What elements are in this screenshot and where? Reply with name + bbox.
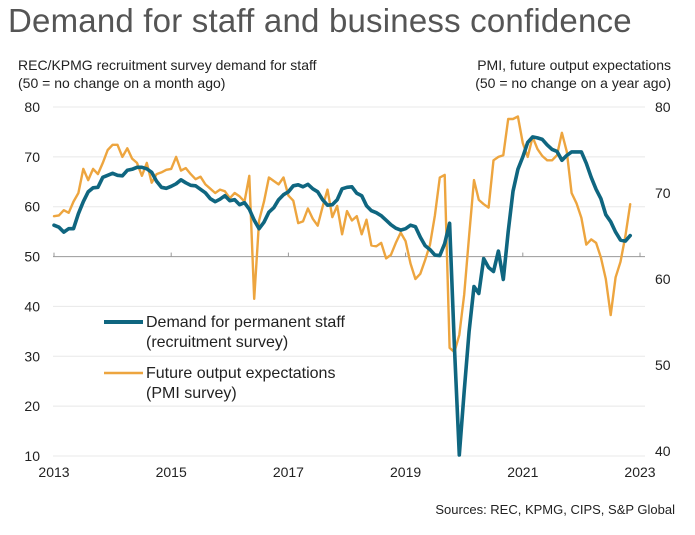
legend-label-pmi: Future output expectations [146,365,335,382]
left-axis-description: REC/KPMG recruitment survey demand for s… [18,56,317,92]
series-lines [52,115,633,457]
x-tick-label: 2021 [507,464,538,480]
right-tick-label: 40 [655,443,671,459]
legend-label-pmi-sub: (PMI survey) [146,385,237,402]
x-tick-label: 2023 [624,464,655,480]
left-tick-label: 80 [24,99,40,115]
legend-label-demand-sub: (recruitment survey) [146,334,288,351]
x-axis: 2013 2015 2017 2019 2021 2023 [38,252,656,480]
right-tick-label: 70 [655,185,671,201]
x-tick-label: 2013 [38,464,69,480]
chart-title: Demand for staff and business confidence [8,2,632,39]
x-tick-label: 2015 [156,464,187,480]
source-note: Sources: REC, KPMG, CIPS, S&P Global [435,502,675,517]
right-axis-description: PMI, future output expectations (50 = no… [475,56,671,92]
gridlines [53,106,645,457]
right-tick-label: 60 [655,271,671,287]
left-tick-label: 70 [24,149,40,165]
x-tick-label: 2019 [390,464,421,480]
right-axis-desc-line1: PMI, future output expectations [477,57,671,73]
left-tick-label: 30 [24,348,40,364]
left-tick-label: 60 [24,199,40,215]
left-tick-label: 10 [24,448,40,464]
right-axis-desc-line2: (50 = no change on a year ago) [475,75,671,91]
left-tick-label: 40 [24,298,40,314]
left-axis: 10 20 30 40 50 60 70 80 [24,99,40,464]
legend: Demand for permanent staff (recruitment … [104,314,345,402]
right-tick-label: 80 [655,99,671,115]
left-axis-desc-line2: (50 = no change on a month ago) [18,75,226,91]
series-line-pmi [52,115,632,354]
right-axis: 40 50 60 70 80 [655,99,671,459]
legend-label-demand: Demand for permanent staff [146,314,345,331]
right-tick-label: 50 [655,357,671,373]
left-tick-label: 20 [24,398,40,414]
left-tick-label: 50 [24,249,40,265]
series-line-demand [52,135,633,457]
x-tick-label: 2017 [273,464,304,480]
left-axis-desc-line1: REC/KPMG recruitment survey demand for s… [18,57,317,73]
